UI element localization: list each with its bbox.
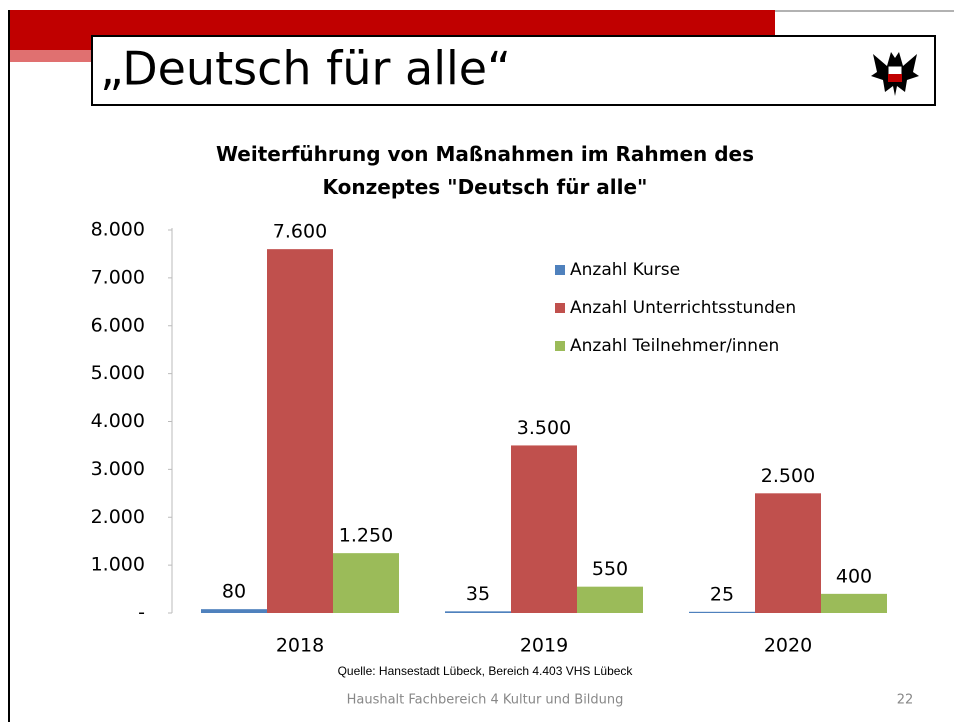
legend-label: Anzahl Kurse [570,260,680,280]
page-number: 22 [897,693,914,708]
bar [821,593,887,613]
y-tick-label: 8.000 [91,219,145,241]
slide-title: „Deutsch für alle“ [100,42,511,96]
value-label: 25 [710,583,734,605]
y-tick-label: - [138,602,145,624]
bar [577,586,643,613]
x-tick-label: 2018 [276,635,324,657]
footer: Haushalt Fachbereich 4 Kultur und Bildun… [347,693,624,708]
legend-swatch [555,303,565,313]
chart-title: Weiterführung von Maßnahmen im Rahmen de… [215,142,755,199]
legend-swatch [555,341,565,351]
value-label: 80 [222,581,246,603]
value-label: 550 [592,558,628,580]
title-box [91,35,936,106]
y-tick-label: 4.000 [91,410,145,432]
y-tick-label: 6.000 [91,314,145,336]
value-label: 7.600 [273,221,327,243]
bar [333,553,399,613]
source: Quelle: Hansestadt Lübeck, Bereich 4.403… [338,664,634,678]
y-tick-label: 3.000 [91,458,145,480]
x-tick-label: 2020 [764,635,812,657]
bar [445,611,511,613]
bar [511,445,577,613]
bar [201,609,267,613]
value-label: 35 [466,583,490,605]
y-tick-label: 1.000 [91,554,145,576]
value-label: 400 [836,565,872,587]
value-label: 1.250 [339,525,393,547]
emblem [871,52,919,96]
value-label: 2.500 [761,465,815,487]
x-tick-label: 2019 [520,635,568,657]
legend-label: Anzahl Teilnehmer/innen [570,336,779,356]
legend-label: Anzahl Unterrichtsstunden [570,298,796,318]
bar [755,493,821,613]
y-tick-label: 5.000 [91,362,145,384]
bar [689,611,755,613]
y-tick-label: 7.000 [91,266,145,288]
bar [267,249,333,613]
value-label: 3.500 [517,417,571,439]
legend-swatch [555,265,565,275]
y-tick-label: 2.000 [91,506,145,528]
